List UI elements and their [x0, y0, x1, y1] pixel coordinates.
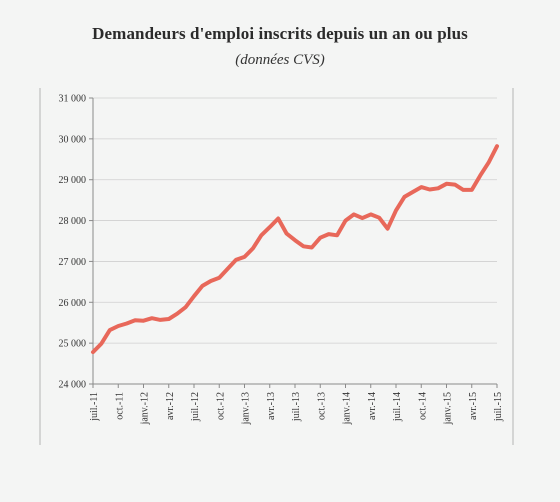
data-point — [176, 312, 179, 315]
data-point — [479, 174, 482, 177]
y-tick-label: 24 000 — [59, 380, 87, 391]
x-tick-label: janv.-15 — [443, 392, 454, 425]
data-point — [192, 295, 195, 298]
data-point — [133, 319, 136, 322]
data-point — [108, 328, 111, 331]
data-point — [394, 209, 397, 212]
data-point — [234, 258, 237, 261]
data-point — [167, 317, 170, 320]
x-tick-label: oct.-12 — [215, 392, 226, 420]
y-tick-label: 27 000 — [59, 257, 87, 268]
grid-lines — [93, 97, 497, 344]
series-line — [91, 144, 499, 355]
data-point — [470, 188, 473, 191]
x-tick-label: juil.-15 — [493, 392, 504, 422]
data-point — [268, 226, 271, 229]
data-point — [251, 247, 254, 250]
data-point — [462, 188, 465, 191]
data-point — [327, 232, 330, 235]
data-point — [369, 213, 372, 216]
chart-title: Demandeurs d'emploi inscrits depuis un a… — [92, 24, 468, 43]
series-layer — [91, 144, 499, 355]
data-point — [335, 234, 338, 237]
x-tick-label: janv.-14 — [342, 392, 353, 425]
x-tick-label: avr.-13 — [266, 392, 277, 420]
data-point — [209, 279, 212, 282]
x-tick-label: avr.-15 — [468, 392, 479, 420]
data-point — [361, 217, 364, 220]
data-point — [125, 322, 128, 325]
data-point — [226, 267, 229, 270]
y-tick-label: 30 000 — [59, 134, 87, 145]
x-tick-label: oct.-13 — [316, 392, 327, 420]
data-point — [411, 190, 414, 193]
data-point — [487, 161, 490, 164]
data-point — [386, 227, 389, 230]
y-tick-label: 25 000 — [59, 339, 87, 350]
x-tick-label: avr.-12 — [165, 392, 176, 420]
data-point — [184, 306, 187, 309]
y-axis-ticks: 24 000 25 000 26 000 27 000 28 000 29 000 30 0… — [59, 94, 93, 391]
data-point — [293, 239, 296, 242]
y-tick-label: 29 000 — [59, 175, 87, 186]
data-point — [453, 183, 456, 186]
data-point — [403, 195, 406, 198]
data-point — [218, 276, 221, 279]
x-tick-label: oct.-14 — [417, 392, 428, 420]
y-tick-label: 31 000 — [59, 94, 87, 105]
data-point — [277, 217, 280, 220]
x-tick-label: juil.-14 — [392, 392, 403, 422]
x-tick-label: juil.-12 — [190, 392, 201, 422]
data-point — [150, 317, 153, 320]
data-point — [352, 213, 355, 216]
data-point — [436, 187, 439, 190]
data-point — [495, 145, 498, 148]
data-point — [285, 232, 288, 235]
chart-subtitle: (données CVS) — [235, 52, 325, 68]
data-point — [117, 324, 120, 327]
data-point — [445, 182, 448, 185]
data-point — [91, 351, 94, 354]
data-point — [319, 236, 322, 239]
data-point — [344, 219, 347, 222]
data-point — [201, 284, 204, 287]
data-point — [100, 342, 103, 345]
x-tick-label: avr.-14 — [367, 392, 378, 420]
x-tick-label: janv.-12 — [140, 392, 151, 425]
x-axis-ticks: juil.-11 oct.-11 janv.-12 avr.-12 juil.-12 oc… — [89, 384, 504, 425]
data-point — [142, 319, 145, 322]
data-point — [243, 255, 246, 258]
data-point — [159, 318, 162, 321]
data-point — [260, 234, 263, 237]
x-tick-label: juil.-13 — [291, 392, 302, 422]
data-point — [310, 246, 313, 249]
x-tick-label: janv.-13 — [241, 392, 252, 425]
data-point — [420, 185, 423, 188]
data-point — [378, 216, 381, 219]
y-tick-label: 26 000 — [59, 298, 87, 309]
x-tick-label: oct.-11 — [114, 392, 125, 420]
y-tick-label: 28 000 — [59, 216, 87, 227]
data-point — [302, 245, 305, 248]
data-point — [428, 188, 431, 191]
x-tick-label: juil.-11 — [89, 392, 100, 422]
